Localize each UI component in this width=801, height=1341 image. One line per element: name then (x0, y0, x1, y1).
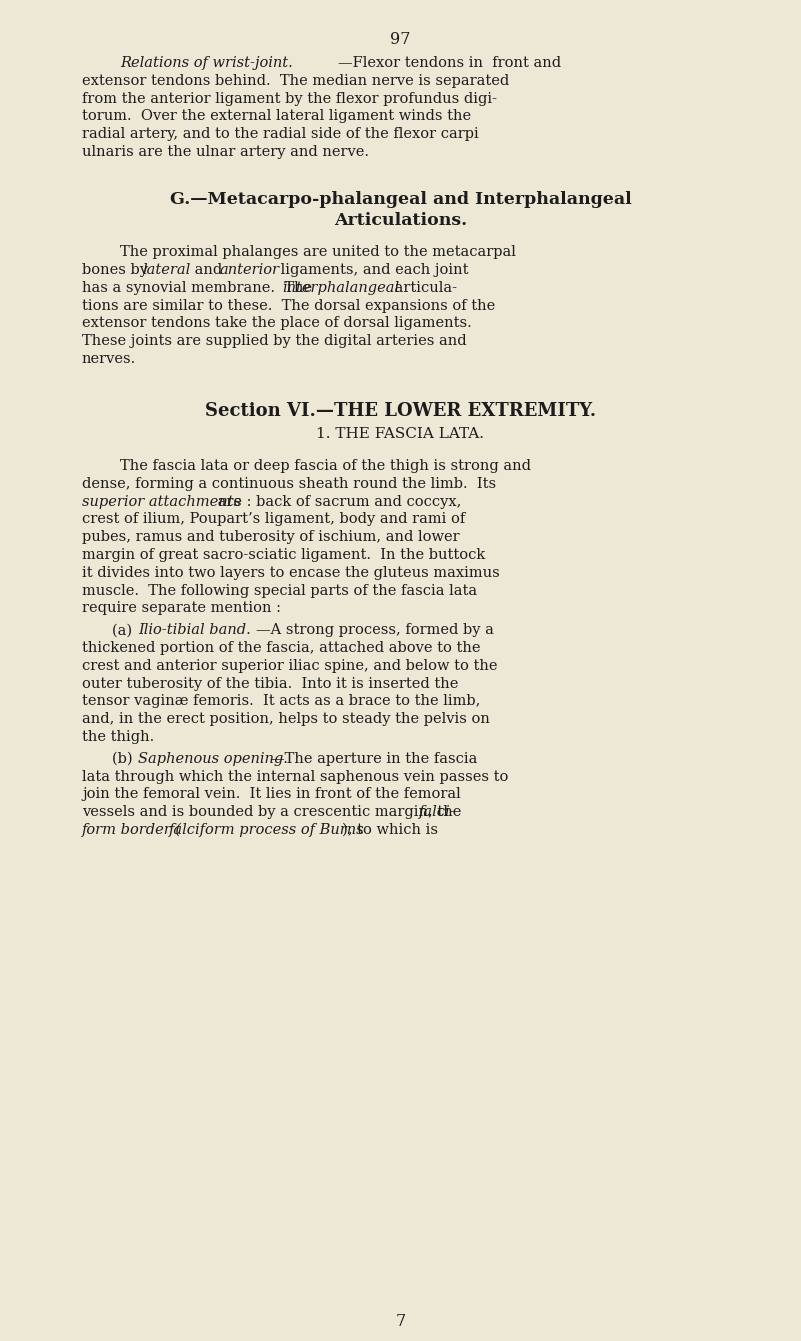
Text: (a): (a) (112, 624, 137, 637)
Text: 7: 7 (396, 1313, 405, 1330)
Text: Ilio-tibial band.: Ilio-tibial band. (138, 624, 251, 637)
Text: muscle.  The following special parts of the fascia lata: muscle. The following special parts of t… (82, 583, 477, 598)
Text: Saphenous opening.: Saphenous opening. (139, 752, 288, 766)
Text: are : back of sacrum and coccyx,: are : back of sacrum and coccyx, (214, 495, 462, 508)
Text: bones by: bones by (82, 263, 153, 276)
Text: pubes, ramus and tuberosity of ischium, and lower: pubes, ramus and tuberosity of ischium, … (82, 530, 460, 544)
Text: ligaments, and each joint: ligaments, and each joint (276, 263, 469, 276)
Text: superior attachments: superior attachments (82, 495, 241, 508)
Text: 1. THE FASCIA LATA.: 1. THE FASCIA LATA. (316, 428, 485, 441)
Text: tions are similar to these.  The dorsal expansions of the: tions are similar to these. The dorsal e… (82, 299, 495, 312)
Text: extensor tendons behind.  The median nerve is separated: extensor tendons behind. The median nerv… (82, 74, 509, 87)
Text: nerves.: nerves. (82, 351, 136, 366)
Text: ), to which is: ), to which is (343, 823, 438, 837)
Text: —The aperture in the fascia: —The aperture in the fascia (270, 752, 477, 766)
Text: falciform process of Burns: falciform process of Burns (169, 823, 364, 837)
Text: articula-: articula- (391, 280, 457, 295)
Text: anterior: anterior (220, 263, 280, 276)
Text: and, in the erect position, helps to steady the pelvis on: and, in the erect position, helps to ste… (82, 712, 490, 727)
Text: —A strong process, formed by a: —A strong process, formed by a (256, 624, 493, 637)
Text: radial artery, and to the radial side of the flexor carpi: radial artery, and to the radial side of… (82, 127, 479, 141)
Text: tensor vaginæ femoris.  It acts as a brace to the limb,: tensor vaginæ femoris. It acts as a brac… (82, 695, 481, 708)
Text: it divides into two layers to encase the gluteus maximus: it divides into two layers to encase the… (82, 566, 500, 579)
Text: lata through which the internal saphenous vein passes to: lata through which the internal saphenou… (82, 770, 509, 783)
Text: and: and (190, 263, 227, 276)
Text: falci-: falci- (418, 805, 455, 819)
Text: has a synovial membrane.  The: has a synovial membrane. The (82, 280, 316, 295)
Text: outer tuberosity of the tibia.  Into it is inserted the: outer tuberosity of the tibia. Into it i… (82, 677, 458, 691)
Text: Section VI.—THE LOWER EXTREMITY.: Section VI.—THE LOWER EXTREMITY. (205, 402, 596, 420)
Text: vessels and is bounded by a crescentic margin, the: vessels and is bounded by a crescentic m… (82, 805, 466, 819)
Text: These joints are supplied by the digital arteries and: These joints are supplied by the digital… (82, 334, 467, 349)
Text: crest of ilium, Poupart’s ligament, body and rami of: crest of ilium, Poupart’s ligament, body… (82, 512, 465, 527)
Text: The fascia lata or deep fascia of the thigh is strong and: The fascia lata or deep fascia of the th… (120, 459, 531, 473)
Text: from the anterior ligament by the flexor profundus digi-: from the anterior ligament by the flexor… (82, 91, 497, 106)
Text: thickened portion of the fascia, attached above to the: thickened portion of the fascia, attache… (82, 641, 481, 654)
Text: lateral: lateral (142, 263, 191, 276)
Text: 97: 97 (390, 31, 411, 48)
Text: —Flexor tendons in  front and: —Flexor tendons in front and (338, 56, 562, 70)
Text: (b): (b) (112, 752, 137, 766)
Text: The proximal phalanges are united to the metacarpal: The proximal phalanges are united to the… (120, 245, 516, 259)
Text: torum.  Over the external lateral ligament winds the: torum. Over the external lateral ligamen… (82, 110, 471, 123)
Text: ulnaris are the ulnar artery and nerve.: ulnaris are the ulnar artery and nerve. (82, 145, 369, 160)
Text: G.—Metacarpo-phalangeal and Interphalangeal: G.—Metacarpo-phalangeal and Interphalang… (170, 190, 631, 208)
Text: form border (: form border ( (82, 823, 182, 837)
Text: margin of great sacro-sciatic ligament.  In the buttock: margin of great sacro-sciatic ligament. … (82, 548, 485, 562)
Text: join the femoral vein.  It lies in front of the femoral: join the femoral vein. It lies in front … (82, 787, 461, 802)
Text: crest and anterior superior iliac spine, and below to the: crest and anterior superior iliac spine,… (82, 658, 497, 673)
Text: Articulations.: Articulations. (334, 212, 467, 229)
Text: require separate mention :: require separate mention : (82, 601, 281, 616)
Text: Relations of wrist-joint.: Relations of wrist-joint. (120, 56, 292, 70)
Text: the thigh.: the thigh. (82, 730, 155, 744)
Text: interphalangeal: interphalangeal (282, 280, 399, 295)
Text: extensor tendons take the place of dorsal ligaments.: extensor tendons take the place of dorsa… (82, 316, 472, 330)
Text: dense, forming a continuous sheath round the limb.  Its: dense, forming a continuous sheath round… (82, 477, 496, 491)
